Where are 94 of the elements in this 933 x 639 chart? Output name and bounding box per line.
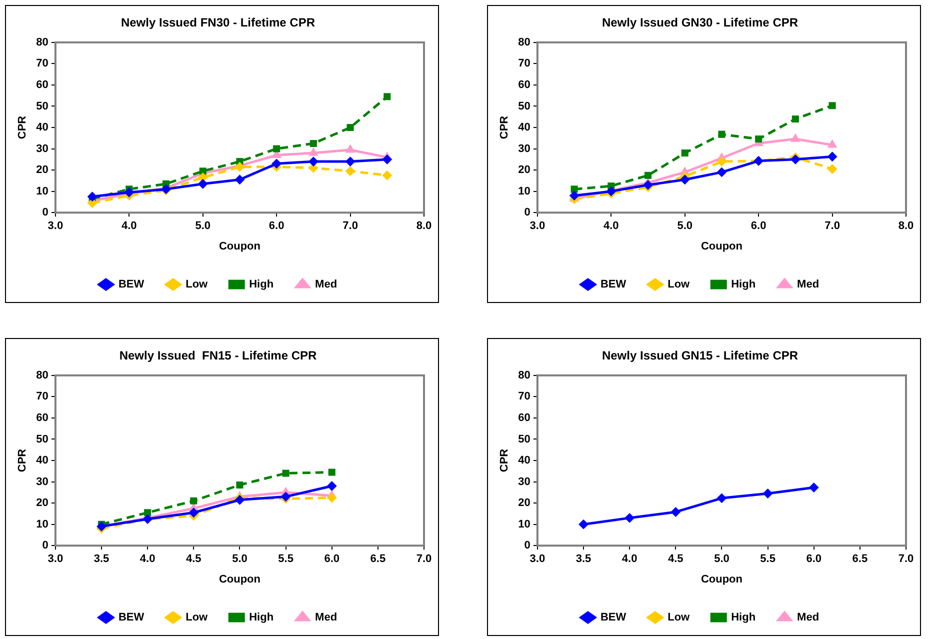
x-tick-label: 7.0 — [342, 220, 358, 232]
y-axis-title: CPR — [16, 448, 29, 472]
y-tick-label: 10 — [518, 518, 530, 530]
x-tick-label: 4.0 — [140, 553, 156, 566]
x-tick-label: 5.0 — [195, 220, 211, 232]
chart-title: Newly Issued FN30 - Lifetime CPR — [120, 16, 316, 30]
x-tick-label: 5.0 — [714, 553, 730, 566]
legend-label: High — [731, 278, 756, 291]
x-tick-label: 3.5 — [576, 553, 592, 566]
y-tick-label: 70 — [518, 390, 530, 403]
y-tick-label: 30 — [518, 142, 530, 155]
y-tick-label: 60 — [518, 78, 530, 91]
y-axis-title: CPR — [498, 448, 511, 472]
y-tick-label: 10 — [36, 185, 48, 198]
x-tick-label: 6.0 — [750, 220, 766, 232]
y-tick-label: 80 — [36, 36, 48, 48]
x-axis-title: Coupon — [218, 240, 261, 252]
x-axis-title: Coupon — [218, 573, 261, 586]
y-tick-label: 50 — [36, 100, 48, 112]
legend-label: Med — [797, 278, 820, 291]
y-tick-label: 30 — [518, 476, 530, 488]
legend-label: BEW — [600, 278, 627, 291]
y-tick-label: 70 — [518, 58, 530, 70]
y-tick-label: 50 — [518, 100, 530, 112]
x-tick-label: 8.0 — [898, 220, 914, 232]
x-tick-label: 3.0 — [48, 553, 64, 566]
y-axis-title: CPR — [16, 116, 29, 140]
y-tick-label: 40 — [518, 122, 530, 134]
x-tick-label: 5.5 — [278, 553, 294, 566]
chart-title: Newly Issued GN15 - Lifetime CPR — [602, 348, 798, 363]
legend-label: High — [249, 278, 274, 291]
x-tick-label: 4.5 — [668, 553, 684, 566]
x-tick-label: 5.5 — [760, 553, 776, 566]
y-tick-label: 0 — [524, 540, 530, 552]
x-tick-label: 6.0 — [324, 553, 340, 566]
x-tick-label: 6.0 — [268, 220, 284, 232]
x-tick-label: 3.0 — [530, 220, 546, 232]
y-tick-label: 40 — [36, 454, 48, 467]
x-tick-label: 7.0 — [824, 220, 840, 232]
x-tick-label: 7.0 — [416, 553, 432, 566]
y-tick-label: 0 — [42, 206, 48, 219]
x-tick-label: 5.0 — [232, 553, 248, 566]
y-tick-label: 30 — [36, 476, 48, 488]
legend-label: BEW — [118, 612, 145, 624]
x-tick-label: 4.0 — [122, 220, 137, 232]
legend-label: BEW — [600, 612, 627, 624]
y-tick-label: 10 — [518, 185, 530, 198]
y-tick-label: 80 — [518, 36, 530, 48]
legend-label: Low — [668, 278, 690, 291]
y-tick-label: 20 — [518, 497, 530, 510]
x-tick-label: 4.0 — [622, 553, 638, 566]
x-tick-label: 6.5 — [852, 553, 868, 566]
y-tick-label: 20 — [36, 497, 48, 510]
x-tick-label: 4.5 — [186, 553, 202, 566]
y-tick-label: 50 — [36, 433, 48, 446]
legend-label: Med — [315, 612, 338, 624]
x-tick-label: 4.0 — [604, 220, 619, 232]
y-tick-label: 70 — [36, 58, 48, 70]
x-tick-label: 6.0 — [806, 553, 822, 566]
x-tick-label: 5.0 — [677, 220, 693, 232]
y-tick-label: 60 — [518, 412, 530, 424]
y-axis-title: CPR — [498, 116, 511, 140]
y-tick-label: 10 — [36, 518, 48, 530]
y-tick-label: 70 — [36, 390, 48, 403]
legend-label: Med — [315, 278, 338, 291]
y-tick-label: 30 — [36, 142, 48, 155]
x-axis-title: Coupon — [700, 573, 743, 586]
legend-label: Med — [797, 612, 820, 624]
x-axis-title: Coupon — [700, 240, 743, 252]
y-tick-label: 80 — [518, 369, 530, 382]
legend-label: Low — [668, 612, 690, 624]
y-tick-label: 50 — [518, 433, 530, 446]
chart-title: Newly Issued GN30 - Lifetime CPR — [602, 16, 798, 30]
legend-label: High — [731, 612, 756, 624]
x-tick-label: 7.0 — [898, 553, 914, 566]
x-tick-label: 8.0 — [416, 220, 432, 232]
legend-label: BEW — [118, 278, 145, 291]
legend-label: Low — [186, 278, 208, 291]
y-tick-label: 60 — [36, 412, 48, 424]
x-tick-label: 6.5 — [370, 553, 386, 566]
legend-label: Low — [186, 612, 208, 624]
y-tick-label: 0 — [524, 206, 530, 219]
x-tick-label: 3.0 — [530, 553, 546, 566]
y-tick-label: 40 — [36, 122, 48, 134]
x-tick-label: 3.0 — [48, 220, 64, 232]
y-tick-label: 80 — [36, 369, 48, 382]
y-tick-label: 60 — [36, 78, 48, 91]
legend-label: High — [249, 612, 274, 624]
y-tick-label: 0 — [42, 540, 48, 552]
y-tick-label: 20 — [518, 164, 530, 176]
x-tick-label: 3.5 — [94, 553, 110, 566]
y-tick-label: 40 — [518, 454, 530, 467]
chart-title: Newly Issued FN15 - Lifetime CPR — [119, 348, 318, 363]
y-tick-label: 20 — [36, 164, 48, 176]
